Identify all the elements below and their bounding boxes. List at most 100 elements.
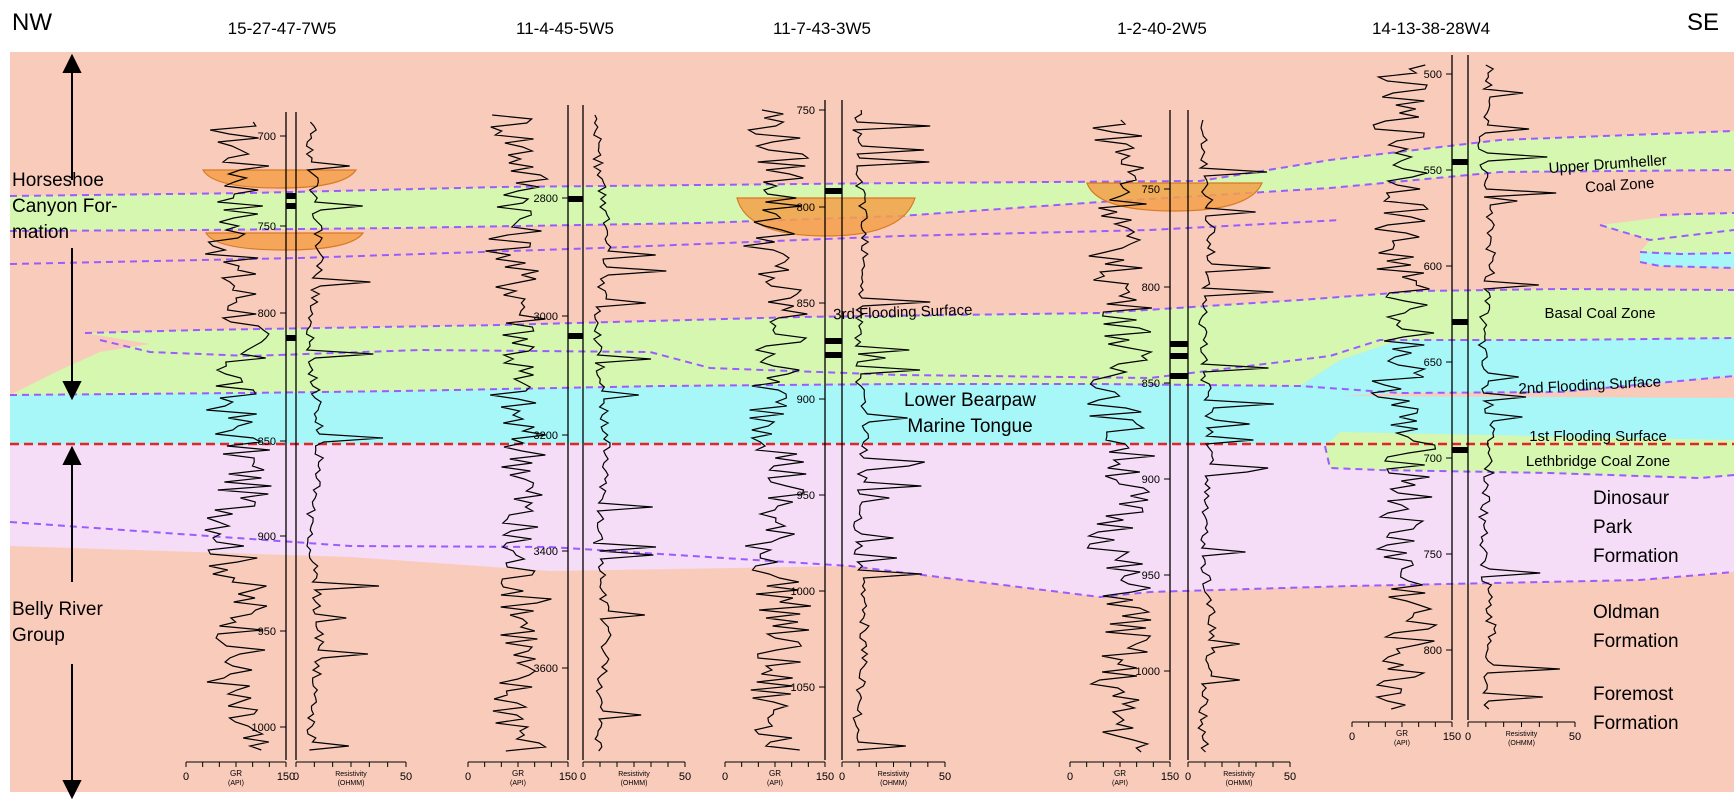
resistivity-curve: [305, 121, 384, 751]
horseshoe-range-arrow: [62, 53, 82, 401]
dashed-correlation-line: [9, 521, 1734, 599]
coal-zone-bowl: [1086, 182, 1263, 212]
dinosaur-park-line-2: Park: [1593, 517, 1633, 538]
belly-river-line-1: Belly River: [12, 599, 103, 620]
depth-label: 650: [1424, 357, 1442, 369]
depth-label: 900: [797, 394, 815, 406]
gr-scale-max: 150: [277, 771, 295, 783]
well-log-3: 750 800 850 900 950 1000 1050 0 150 0 50 GR (API) Res…: [722, 100, 951, 787]
dashed-correlation-line: [1599, 224, 1734, 242]
res-scale-min: 0: [1465, 731, 1471, 743]
gr-label: GR: [512, 769, 524, 778]
depth-label: 1000: [252, 722, 276, 734]
gr-unit: (API): [510, 780, 526, 787]
depth-label: 900: [1142, 474, 1160, 486]
gr-scale-min: 0: [722, 771, 728, 783]
gr-scale-min: 0: [1349, 731, 1355, 743]
gr-curve: [485, 114, 552, 752]
gr-curve: [1369, 64, 1439, 710]
res-scale-min: 0: [1185, 771, 1191, 783]
res-label: Resistivity: [618, 771, 650, 778]
horseshoe-canyon-label: Horseshoe Canyon For- mation: [12, 170, 118, 243]
depth-label: 600: [1424, 261, 1442, 273]
lethbridge-coal-zone-label: Lethbridge Coal Zone: [1526, 453, 1670, 470]
well-name-5: 14-13-38-28W4: [1372, 19, 1490, 38]
oldman-line-1: Oldman: [1593, 602, 1660, 623]
dashed-correlation-line: [1659, 212, 1734, 216]
first-flooding-surface-label: 1st Flooding Surface: [1529, 428, 1667, 445]
res-scale-max: 50: [679, 771, 691, 783]
gr-scale-max: 150: [1443, 731, 1461, 743]
coal-marker: [1170, 353, 1188, 359]
coal-marker: [1170, 341, 1188, 347]
gr-label: GR: [1396, 729, 1408, 738]
depth-label: 750: [797, 105, 815, 117]
res-unit: (OHMM): [880, 780, 907, 787]
depth-label: 950: [258, 626, 276, 638]
lower-bearpaw-line-1: Lower Bearpaw: [904, 390, 1036, 411]
dashed-correlation-line: [1639, 261, 1734, 269]
dashed-correlation-line: [84, 287, 1734, 334]
coal-marker: [1452, 159, 1468, 165]
depth-label: 850: [258, 436, 276, 448]
depth-label: 850: [1142, 378, 1160, 390]
depth-label: 800: [1424, 645, 1442, 657]
oldman-line-2: Formation: [1593, 631, 1679, 652]
coal-marker: [825, 188, 842, 194]
coal-marker: [286, 203, 296, 209]
res-unit: (OHMM): [338, 780, 365, 787]
depth-label: 1050: [791, 682, 815, 694]
gr-unit: (API): [1112, 780, 1128, 787]
res-scale-min: 0: [839, 771, 845, 783]
foremost-line-1: Foremost: [1593, 684, 1674, 705]
depth-label: 3600: [534, 663, 558, 675]
res-label: Resistivity: [1506, 731, 1538, 738]
gr-scale-max: 150: [1161, 771, 1179, 783]
gr-scale-max: 150: [559, 771, 577, 783]
res-scale-min: 0: [580, 771, 586, 783]
depth-label: 800: [258, 308, 276, 320]
dashed-correlation-line: [9, 130, 1734, 197]
coal-zone-bowl: [204, 232, 365, 251]
lower-bearpaw-label: Lower Bearpaw Marine Tongue: [904, 390, 1036, 437]
resistivity-curve: [1197, 119, 1274, 753]
dinosaur-park-label: Dinosaur Park Formation: [1593, 488, 1679, 567]
well-name-3: 11-7-43-3W5: [773, 19, 871, 38]
res-label: Resistivity: [878, 771, 910, 778]
depth-label: 3000: [534, 311, 558, 323]
green-band-upper-drumheller: [10, 131, 1734, 231]
depth-label: 500: [1424, 69, 1442, 81]
res-scale-max: 50: [1284, 771, 1296, 783]
horseshoe-line-2: Canyon For-: [12, 196, 118, 217]
gr-scale-max: 150: [816, 771, 834, 783]
res-scale-max: 50: [1569, 731, 1581, 743]
coal-marker: [568, 333, 583, 339]
well-name-4: 1-2-40-2W5: [1117, 19, 1207, 38]
gr-label: GR: [230, 769, 242, 778]
res-scale-min: 0: [293, 771, 299, 783]
res-unit: (OHMM): [621, 780, 648, 787]
dashed-correlation-line: [9, 375, 1734, 396]
third-flooding-surface-label: 3rd Flooding Surface: [833, 302, 973, 324]
depth-label: 800: [1142, 282, 1160, 294]
foremost-label: Foremost Formation: [1593, 684, 1679, 734]
belly-river-label: Belly River Group: [12, 599, 103, 646]
se-label: SE: [1687, 9, 1719, 36]
cyan-band-lower-bearpaw: [10, 338, 1734, 444]
resistivity-curve: [1477, 64, 1560, 710]
depth-label: 750: [1142, 184, 1160, 196]
well-name-2: 11-4-45-5W5: [516, 19, 614, 38]
depth-label: 3200: [534, 430, 558, 442]
res-unit: (OHMM): [1508, 740, 1535, 747]
depth-label: 950: [797, 490, 815, 502]
coal-marker: [1170, 373, 1188, 379]
pink-band-dinosaur-park: [10, 444, 1734, 597]
foremost-line-2: Formation: [1593, 713, 1679, 734]
gr-unit: (API): [767, 780, 783, 787]
gr-unit: (API): [228, 780, 244, 787]
gr-curve: [743, 109, 811, 751]
belly-river-range-arrow: [62, 445, 82, 800]
belly-river-line-2: Group: [12, 625, 65, 646]
